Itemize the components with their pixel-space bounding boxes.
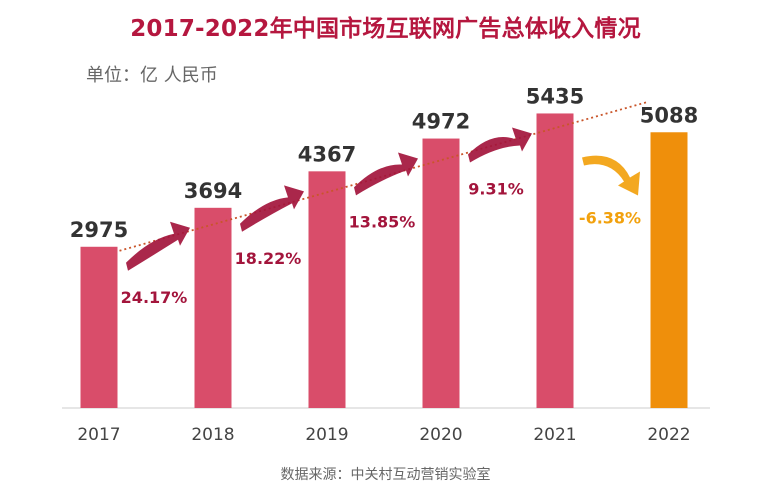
growth-arrow-2020 xyxy=(354,152,418,196)
value-label-2018: 3694 xyxy=(184,179,242,203)
x-tick-2018: 2018 xyxy=(191,425,234,445)
value-label-2022: 5088 xyxy=(640,103,698,127)
x-tick-2022: 2022 xyxy=(647,425,690,445)
trend-line xyxy=(119,101,647,252)
growth-label-2022: -6.38% xyxy=(579,208,641,227)
bar-2019 xyxy=(308,171,346,408)
growth-label-2018: 24.17% xyxy=(121,288,188,307)
bar-2020 xyxy=(422,138,460,408)
growth-label-2021: 9.31% xyxy=(468,180,524,199)
growth-label-2020: 13.85% xyxy=(349,212,416,231)
growth-arrow-2019 xyxy=(240,185,304,232)
bar-2018 xyxy=(194,207,232,408)
value-label-2021: 5435 xyxy=(526,84,584,108)
growth-arrow-2021 xyxy=(468,127,532,163)
chart-title: 2017-2022年中国市场互联网广告总体收入情况 xyxy=(130,16,641,42)
bar-2021 xyxy=(536,113,574,408)
x-tick-2017: 2017 xyxy=(77,425,120,445)
value-label-2017: 2975 xyxy=(70,218,128,242)
growth-label-2019: 18.22% xyxy=(235,249,302,268)
unit-label: 单位：亿 人民币 xyxy=(86,65,218,86)
bar-2022 xyxy=(650,132,688,408)
growth-arrow-2018 xyxy=(126,221,190,271)
x-tick-2019: 2019 xyxy=(305,425,348,445)
x-tick-2021: 2021 xyxy=(533,425,576,445)
value-label-2019: 4367 xyxy=(298,142,356,166)
x-tick-2020: 2020 xyxy=(419,425,462,445)
source-label: 数据来源：中关村互动营销实验室 xyxy=(280,467,491,483)
value-label-2020: 4972 xyxy=(412,110,470,134)
bar-2017 xyxy=(80,246,118,408)
growth-arrow-2022 xyxy=(582,155,640,196)
